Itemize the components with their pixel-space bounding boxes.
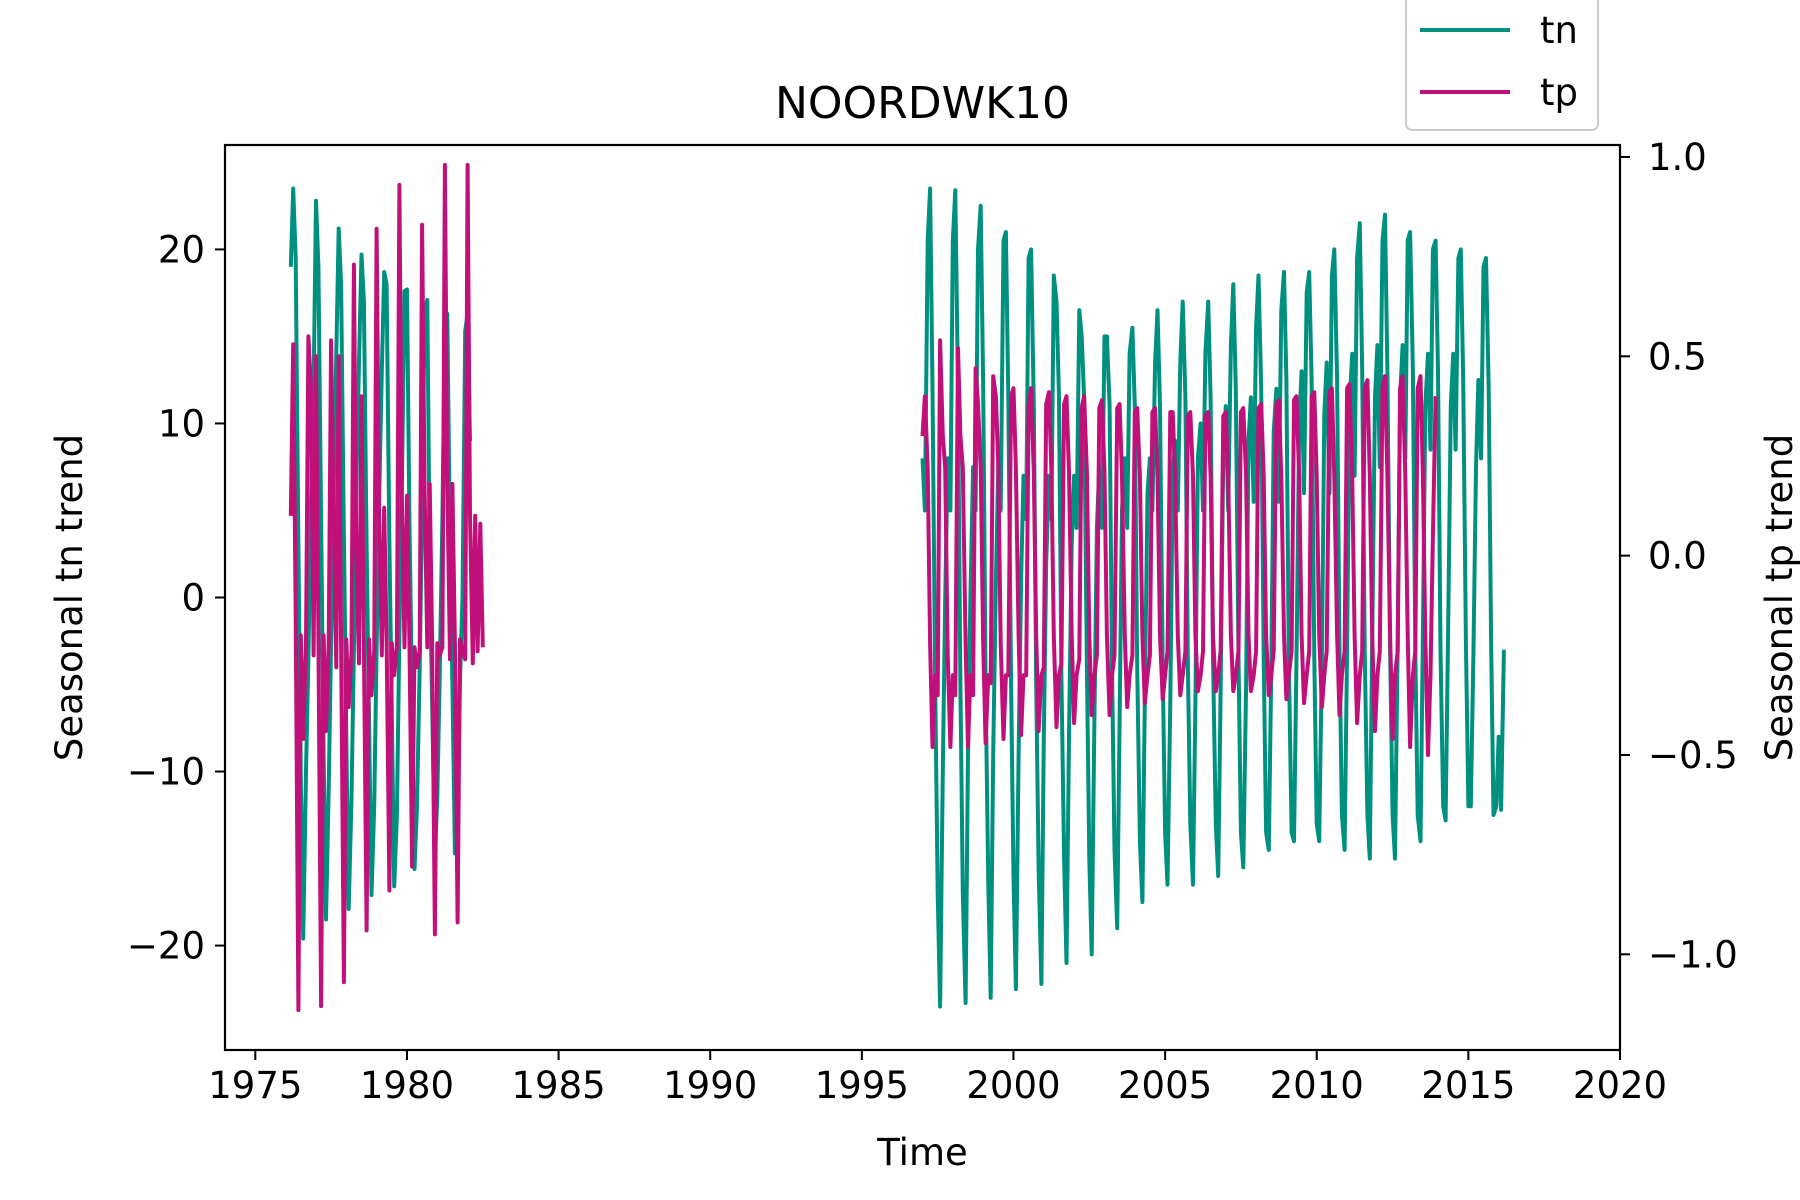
series-layer — [288, 162, 1506, 1013]
x-tick-label-1995: 1995 — [815, 1064, 909, 1107]
x-tick-label-1985: 1985 — [512, 1064, 606, 1107]
y-axis-right-title: Seasonal tp trend — [1758, 434, 1800, 761]
chart-title: NOORDWK10 — [775, 78, 1070, 129]
y-right-tick-label-0: 0.0 — [1648, 535, 1707, 578]
x-tick-label-1975: 1975 — [208, 1064, 302, 1107]
y-left-tick-label-10: 10 — [158, 402, 205, 445]
y-axis-right: −1.0 −0.5 0.0 0.5 1.0 — [1620, 136, 1738, 976]
x-axis: 1975 1980 1985 1990 1995 2000 2005 2010 2015 2020 — [208, 1050, 1667, 1107]
legend-label-tn: tn — [1540, 9, 1578, 52]
y-axis-left: −20 −10 0 10 20 — [127, 228, 225, 968]
y-right-tick-label--0.5: −0.5 — [1648, 734, 1738, 777]
x-tick-label-2005: 2005 — [1118, 1064, 1212, 1107]
y-right-tick-label--1: −1.0 — [1648, 933, 1738, 976]
legend-box — [1405, 0, 1599, 131]
y-right-tick-label-1: 1.0 — [1648, 136, 1707, 179]
y-axis-left-title: Seasonal tn trend — [48, 434, 91, 761]
x-tick-label-1990: 1990 — [663, 1064, 757, 1107]
legend: tn tp — [1405, 0, 1599, 131]
series-tp-line-1 — [920, 338, 1438, 757]
x-tick-label-2020: 2020 — [1573, 1064, 1667, 1107]
x-tick-label-1980: 1980 — [360, 1064, 454, 1107]
y-left-tick-label--20: −20 — [127, 925, 205, 968]
y-left-tick-label--10: −10 — [127, 751, 205, 794]
legend-label-tp: tp — [1540, 71, 1578, 114]
y-left-tick-label-20: 20 — [158, 228, 205, 271]
x-tick-label-2000: 2000 — [966, 1064, 1060, 1107]
x-tick-label-2015: 2015 — [1421, 1064, 1515, 1107]
series-tp-line-0 — [288, 162, 485, 1013]
x-axis-title: Time — [876, 1131, 968, 1174]
x-tick-label-2010: 2010 — [1270, 1064, 1364, 1107]
y-right-tick-label-0.5: 0.5 — [1648, 335, 1707, 378]
y-left-tick-label-0: 0 — [181, 577, 205, 620]
